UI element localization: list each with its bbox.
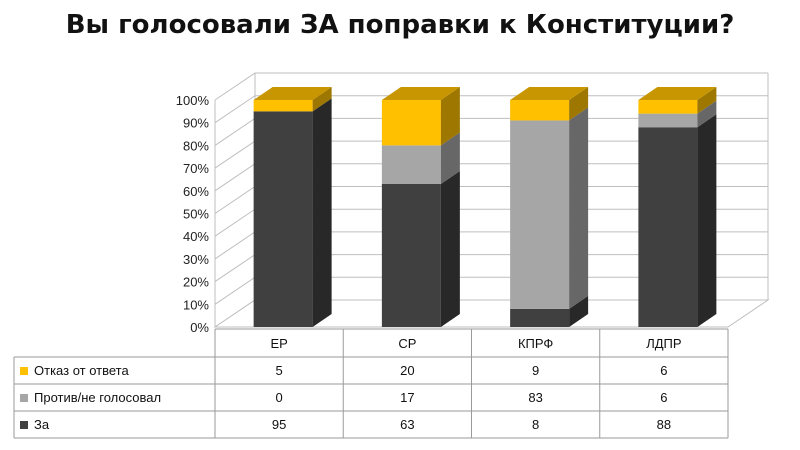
bar-segment-side xyxy=(569,107,589,309)
data-value: 17 xyxy=(400,390,414,405)
legend-swatch xyxy=(20,421,28,429)
y-tick-label: 10% xyxy=(183,297,209,312)
bar-segment xyxy=(510,120,570,309)
y-tick-label: 100% xyxy=(176,93,210,108)
data-value: 83 xyxy=(528,390,542,405)
bar-segment xyxy=(381,183,441,327)
category-label: ЛДПР xyxy=(646,336,681,351)
data-table: ЕР СР КПРФ ЛДПР Отказ от ответа 5 20 9 6 Против/н… xyxy=(13,328,729,439)
data-value: 95 xyxy=(272,417,286,432)
bar-segment-top xyxy=(638,87,717,100)
data-value: 88 xyxy=(657,417,671,432)
series-name: Отказ от ответа xyxy=(34,363,129,378)
bar-segment xyxy=(638,127,698,328)
bar-segment-side xyxy=(697,114,717,328)
y-tick-label: 30% xyxy=(183,252,209,267)
y-axis-ticks: 0% 10% 20% 30% 40% 50% 60% 70% 80% 90% 100% xyxy=(176,93,210,335)
data-value: 8 xyxy=(532,417,539,432)
y-tick-label: 50% xyxy=(183,207,209,222)
bar-segment-top xyxy=(253,87,332,100)
bar-segment-side xyxy=(697,87,717,114)
category-label: КПРФ xyxy=(518,336,553,351)
data-value: 6 xyxy=(660,363,667,378)
bar-segment xyxy=(638,100,698,114)
series-name: За xyxy=(34,417,50,432)
y-tick-label: 20% xyxy=(183,275,209,290)
chart-bars xyxy=(253,87,717,328)
bar-segment-top xyxy=(381,87,460,100)
bar-segment xyxy=(381,100,441,146)
bar-segment-side xyxy=(440,170,460,327)
legend-swatch xyxy=(20,367,28,375)
y-tick-label: 60% xyxy=(183,184,209,199)
data-value: 9 xyxy=(532,363,539,378)
bar-segment-side xyxy=(440,132,460,184)
chart-grid xyxy=(213,72,770,328)
data-value: 0 xyxy=(276,390,283,405)
bar-segment-side xyxy=(569,295,589,327)
y-tick-label: 0% xyxy=(190,320,209,335)
data-value: 63 xyxy=(400,417,414,432)
legend-swatch xyxy=(20,394,28,402)
bar-segment-side xyxy=(697,100,717,128)
y-tick-label: 80% xyxy=(183,138,209,153)
chart-title: Вы голосовали ЗА поправки к Конституции? xyxy=(65,10,735,40)
bar-segment xyxy=(510,100,570,121)
category-label: СР xyxy=(398,336,416,351)
bar-segment-side xyxy=(440,87,460,146)
bar-segment xyxy=(381,145,441,184)
y-tick-label: 40% xyxy=(183,229,209,244)
bar-segment-side xyxy=(312,87,332,112)
bar-segment xyxy=(253,100,313,112)
bar-segment-top xyxy=(510,87,589,100)
data-value: 20 xyxy=(400,363,414,378)
data-value: 6 xyxy=(660,390,667,405)
data-value: 5 xyxy=(276,363,283,378)
series-name: Против/не голосовал xyxy=(34,390,161,405)
y-tick-label: 90% xyxy=(183,116,209,131)
bar-segment xyxy=(638,113,698,128)
bar-segment-side xyxy=(569,87,589,121)
bar-segment xyxy=(253,111,313,327)
bar-segment xyxy=(510,308,570,327)
bar-segment-side xyxy=(312,98,332,327)
category-label: ЕР xyxy=(270,336,287,351)
y-tick-label: 70% xyxy=(183,161,209,176)
